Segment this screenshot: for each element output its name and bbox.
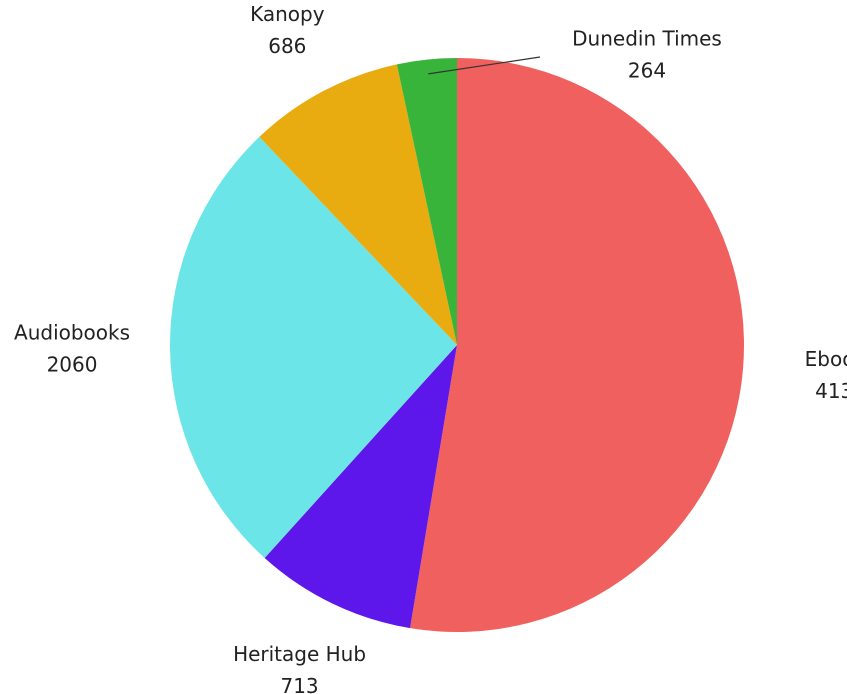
slice-label: Heritage Hub [233,642,366,666]
pie-slice [410,58,745,633]
pie-slice [396,58,457,345]
pie-slice [170,136,458,558]
slice-label: Audiobooks [14,320,130,344]
pie-slice [264,345,457,629]
slice-value: 686 [268,34,306,58]
slice-value: 264 [628,59,666,83]
slice-label: Kanopy [250,2,325,26]
pie-slice [259,64,457,345]
slice-label: Dunedin Times [572,27,722,51]
slice-value: 2060 [47,352,98,376]
slice-value: 713 [280,674,318,694]
slice-label: Ebooks [805,347,847,371]
slice-value: 4134 [815,379,847,403]
leader-line [428,56,541,75]
